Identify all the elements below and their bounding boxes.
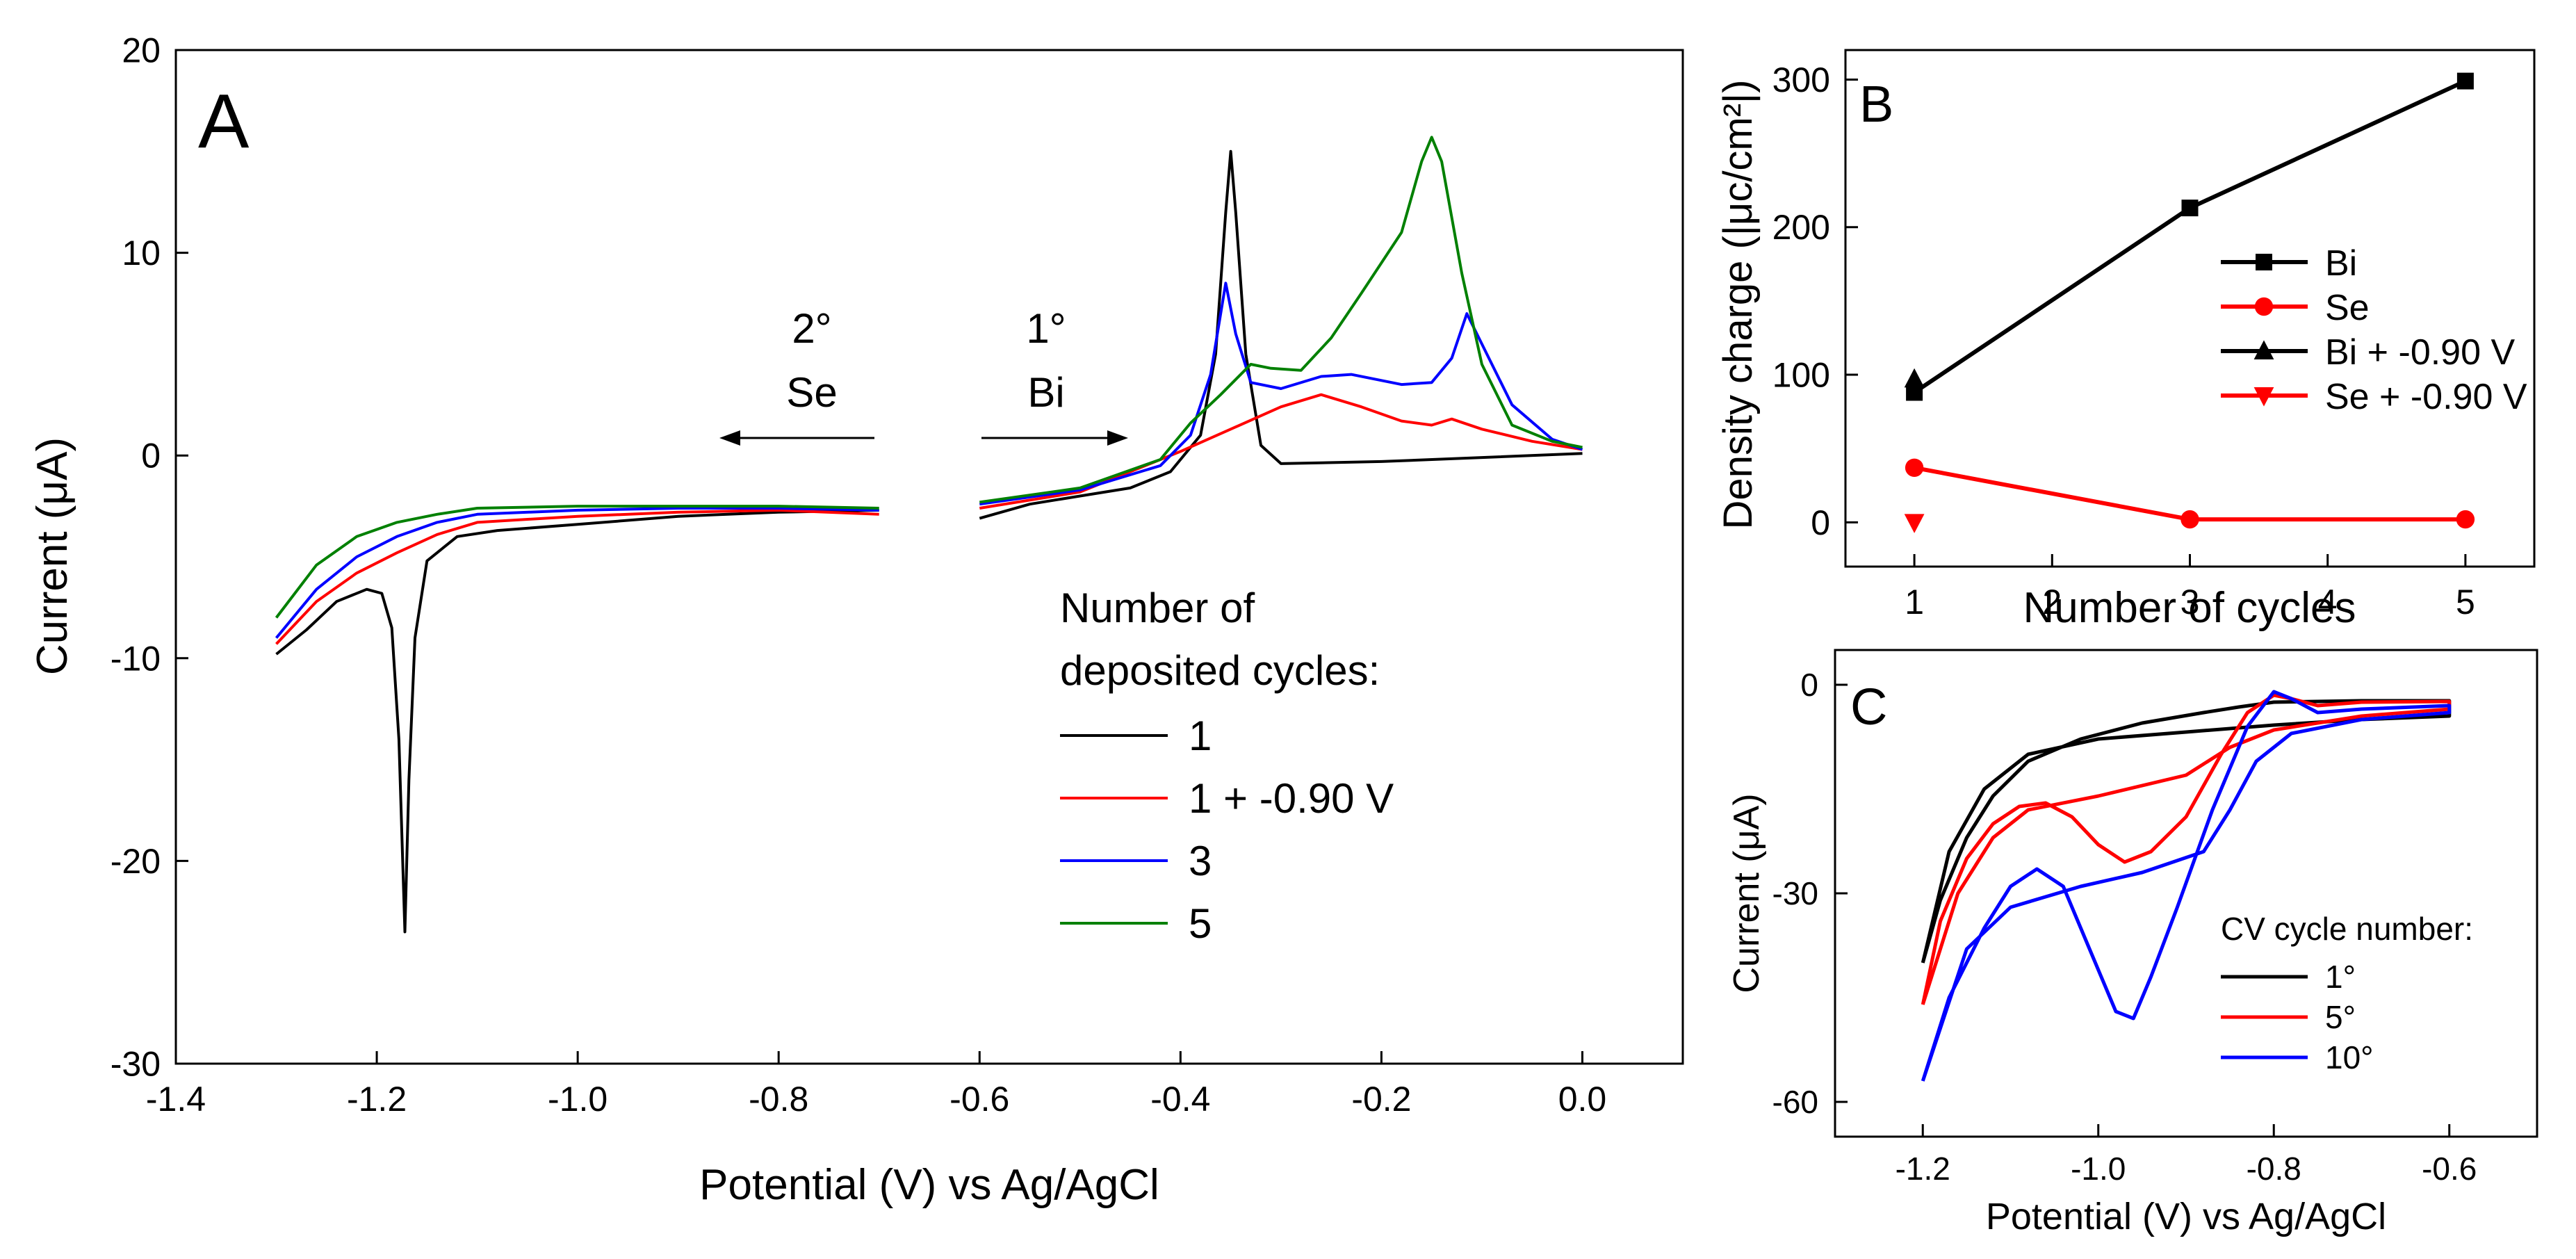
panel-b-letter: B [1859, 75, 1893, 133]
cv-curve-5 [1921, 693, 2452, 1005]
data-point-circle [2180, 510, 2199, 529]
x-tick-label: -0.6 [2422, 1151, 2477, 1187]
y-tick-label: 200 [1772, 208, 1830, 247]
panel-c: -1.2 -1.0 -0.8 -0.6 -60 -30 0 C CV cycle numbe… [1727, 649, 2538, 1237]
panel-a-xlabel: Potential (V) vs Ag/AgCl [699, 1161, 1159, 1209]
legend-b-label: Bi + -0.90 V [2325, 332, 2515, 373]
se-element-label: Se [786, 369, 837, 416]
panel-b-ticks: 1 2 3 4 5 0 100 200 300 [1772, 60, 2475, 622]
panel-a-letter: A [198, 79, 250, 164]
x-tick-label: -1.2 [1896, 1151, 1950, 1187]
y-tick-label: 0 [141, 437, 161, 476]
x-tick-label: -0.8 [2247, 1151, 2301, 1187]
data-point-circle [2456, 510, 2475, 529]
legend-a-title-line1: Number of [1060, 585, 1255, 631]
legend-b-label: Bi [2325, 243, 2357, 284]
y-tick-label: 0 [1800, 667, 1818, 703]
panel-c-ylabel: Current (μA) [1727, 793, 1767, 993]
data-point-triangle-up [1904, 368, 1925, 388]
legend-a-label: 5 [1189, 900, 1212, 947]
x-tick-label: 0.0 [1558, 1080, 1607, 1119]
panel-a-ylabel: Current (μA) [28, 437, 76, 675]
data-point-triangle-down [1904, 514, 1925, 533]
panel-c-curves [1921, 690, 2452, 1082]
legend-b-marker [2254, 297, 2274, 316]
legend-b-marker [2253, 340, 2274, 359]
y-tick-label: -60 [1772, 1084, 1818, 1120]
series-line-3 [979, 282, 1583, 506]
legend-a-label: 1 + -0.90 V [1189, 775, 1394, 822]
legend-a-label: 1 [1189, 713, 1212, 759]
series-line-5 [979, 136, 1583, 504]
y-tick-label: 20 [122, 31, 161, 70]
se-order-label: 2° [792, 305, 831, 352]
series-line-1-0-90-V [979, 393, 1583, 510]
se-arrow-head [719, 430, 740, 446]
x-tick-label: 4 [2318, 583, 2338, 622]
series-line-3 [275, 507, 879, 639]
legend-b-label: Se [2325, 288, 2370, 328]
x-tick-label: -0.2 [1351, 1080, 1411, 1119]
legend-c-label: 10° [2325, 1039, 2374, 1075]
x-tick-label: 5 [2456, 583, 2475, 622]
legend-c-entries: 1° 5° 10° [2221, 959, 2374, 1075]
x-tick-label: -1.2 [347, 1080, 407, 1119]
bi-arrow-head [1107, 430, 1128, 446]
panel-a-ticks: -1.4 -1.2 -1.0 -0.8 -0.6 -0.4 -0.2 0.0 -30 -20 -10… [111, 31, 1606, 1119]
y-tick-label: -20 [111, 842, 161, 881]
panel-b-ylabel: Density charge (|μc/cm²|) [1715, 80, 1761, 530]
series-line-1-0-90-V [275, 508, 879, 645]
data-point-square [2456, 72, 2474, 90]
x-tick-label: -1.0 [548, 1080, 608, 1119]
panel-a: -1.4 -1.2 -1.0 -0.8 -0.6 -0.4 -0.2 0.0 -30 -20 -10… [28, 31, 1684, 1209]
panel-c-xlabel: Potential (V) vs Ag/AgCl [1986, 1196, 2386, 1237]
y-tick-label: 0 [1811, 503, 1830, 542]
series-line-1 [979, 149, 1583, 520]
data-point-square [2181, 200, 2199, 217]
data-point-circle [1905, 458, 1924, 477]
y-tick-label: 300 [1772, 60, 1830, 99]
legend-b-marker [2253, 387, 2274, 407]
panel-c-letter: C [1850, 678, 1887, 736]
y-tick-label: 10 [122, 234, 161, 273]
x-tick-label: 1 [1905, 583, 1924, 622]
y-tick-label: -30 [1772, 875, 1818, 911]
panel-b-frame [1844, 49, 2536, 568]
x-tick-label: -1.4 [146, 1080, 206, 1119]
cv-curve-10 [1921, 690, 2452, 1082]
legend-a-title-line2: deposited cycles: [1060, 647, 1380, 694]
panel-b-curves [1904, 72, 2475, 533]
legend-c-label: 1° [2325, 959, 2356, 995]
x-tick-label: -0.8 [749, 1080, 808, 1119]
panel-c-ticks: -1.2 -1.0 -0.8 -0.6 -60 -30 0 [1772, 667, 2477, 1187]
series-line-1 [275, 508, 879, 934]
legend-a-label: 3 [1189, 838, 1212, 884]
x-tick-label: -1.0 [2071, 1151, 2126, 1187]
series-line-5 [275, 505, 879, 619]
y-tick-label: -30 [111, 1045, 161, 1084]
x-tick-label: -0.4 [1150, 1080, 1210, 1119]
legend-a-entries: 1 1 + -0.90 V 3 5 [1060, 713, 1394, 947]
y-tick-label: 100 [1772, 356, 1830, 395]
panel-a-frame [174, 49, 1684, 1065]
bi-order-label: 1° [1026, 305, 1066, 352]
legend-b-label: Se + -0.90 V [2325, 377, 2527, 417]
x-tick-label: -0.6 [949, 1080, 1009, 1119]
panel-b-xlabel: Number of cycles [2023, 584, 2356, 632]
legend-b-marker [2256, 254, 2272, 270]
y-tick-label: -10 [111, 639, 161, 678]
legend-c-title: CV cycle number: [2221, 911, 2473, 947]
bi-element-label: Bi [1027, 369, 1064, 416]
x-tick-label: 2 [2042, 583, 2062, 622]
legend-c-label: 5° [2325, 999, 2356, 1035]
panel-a-curves [275, 136, 1583, 934]
x-tick-label: 3 [2180, 583, 2200, 622]
